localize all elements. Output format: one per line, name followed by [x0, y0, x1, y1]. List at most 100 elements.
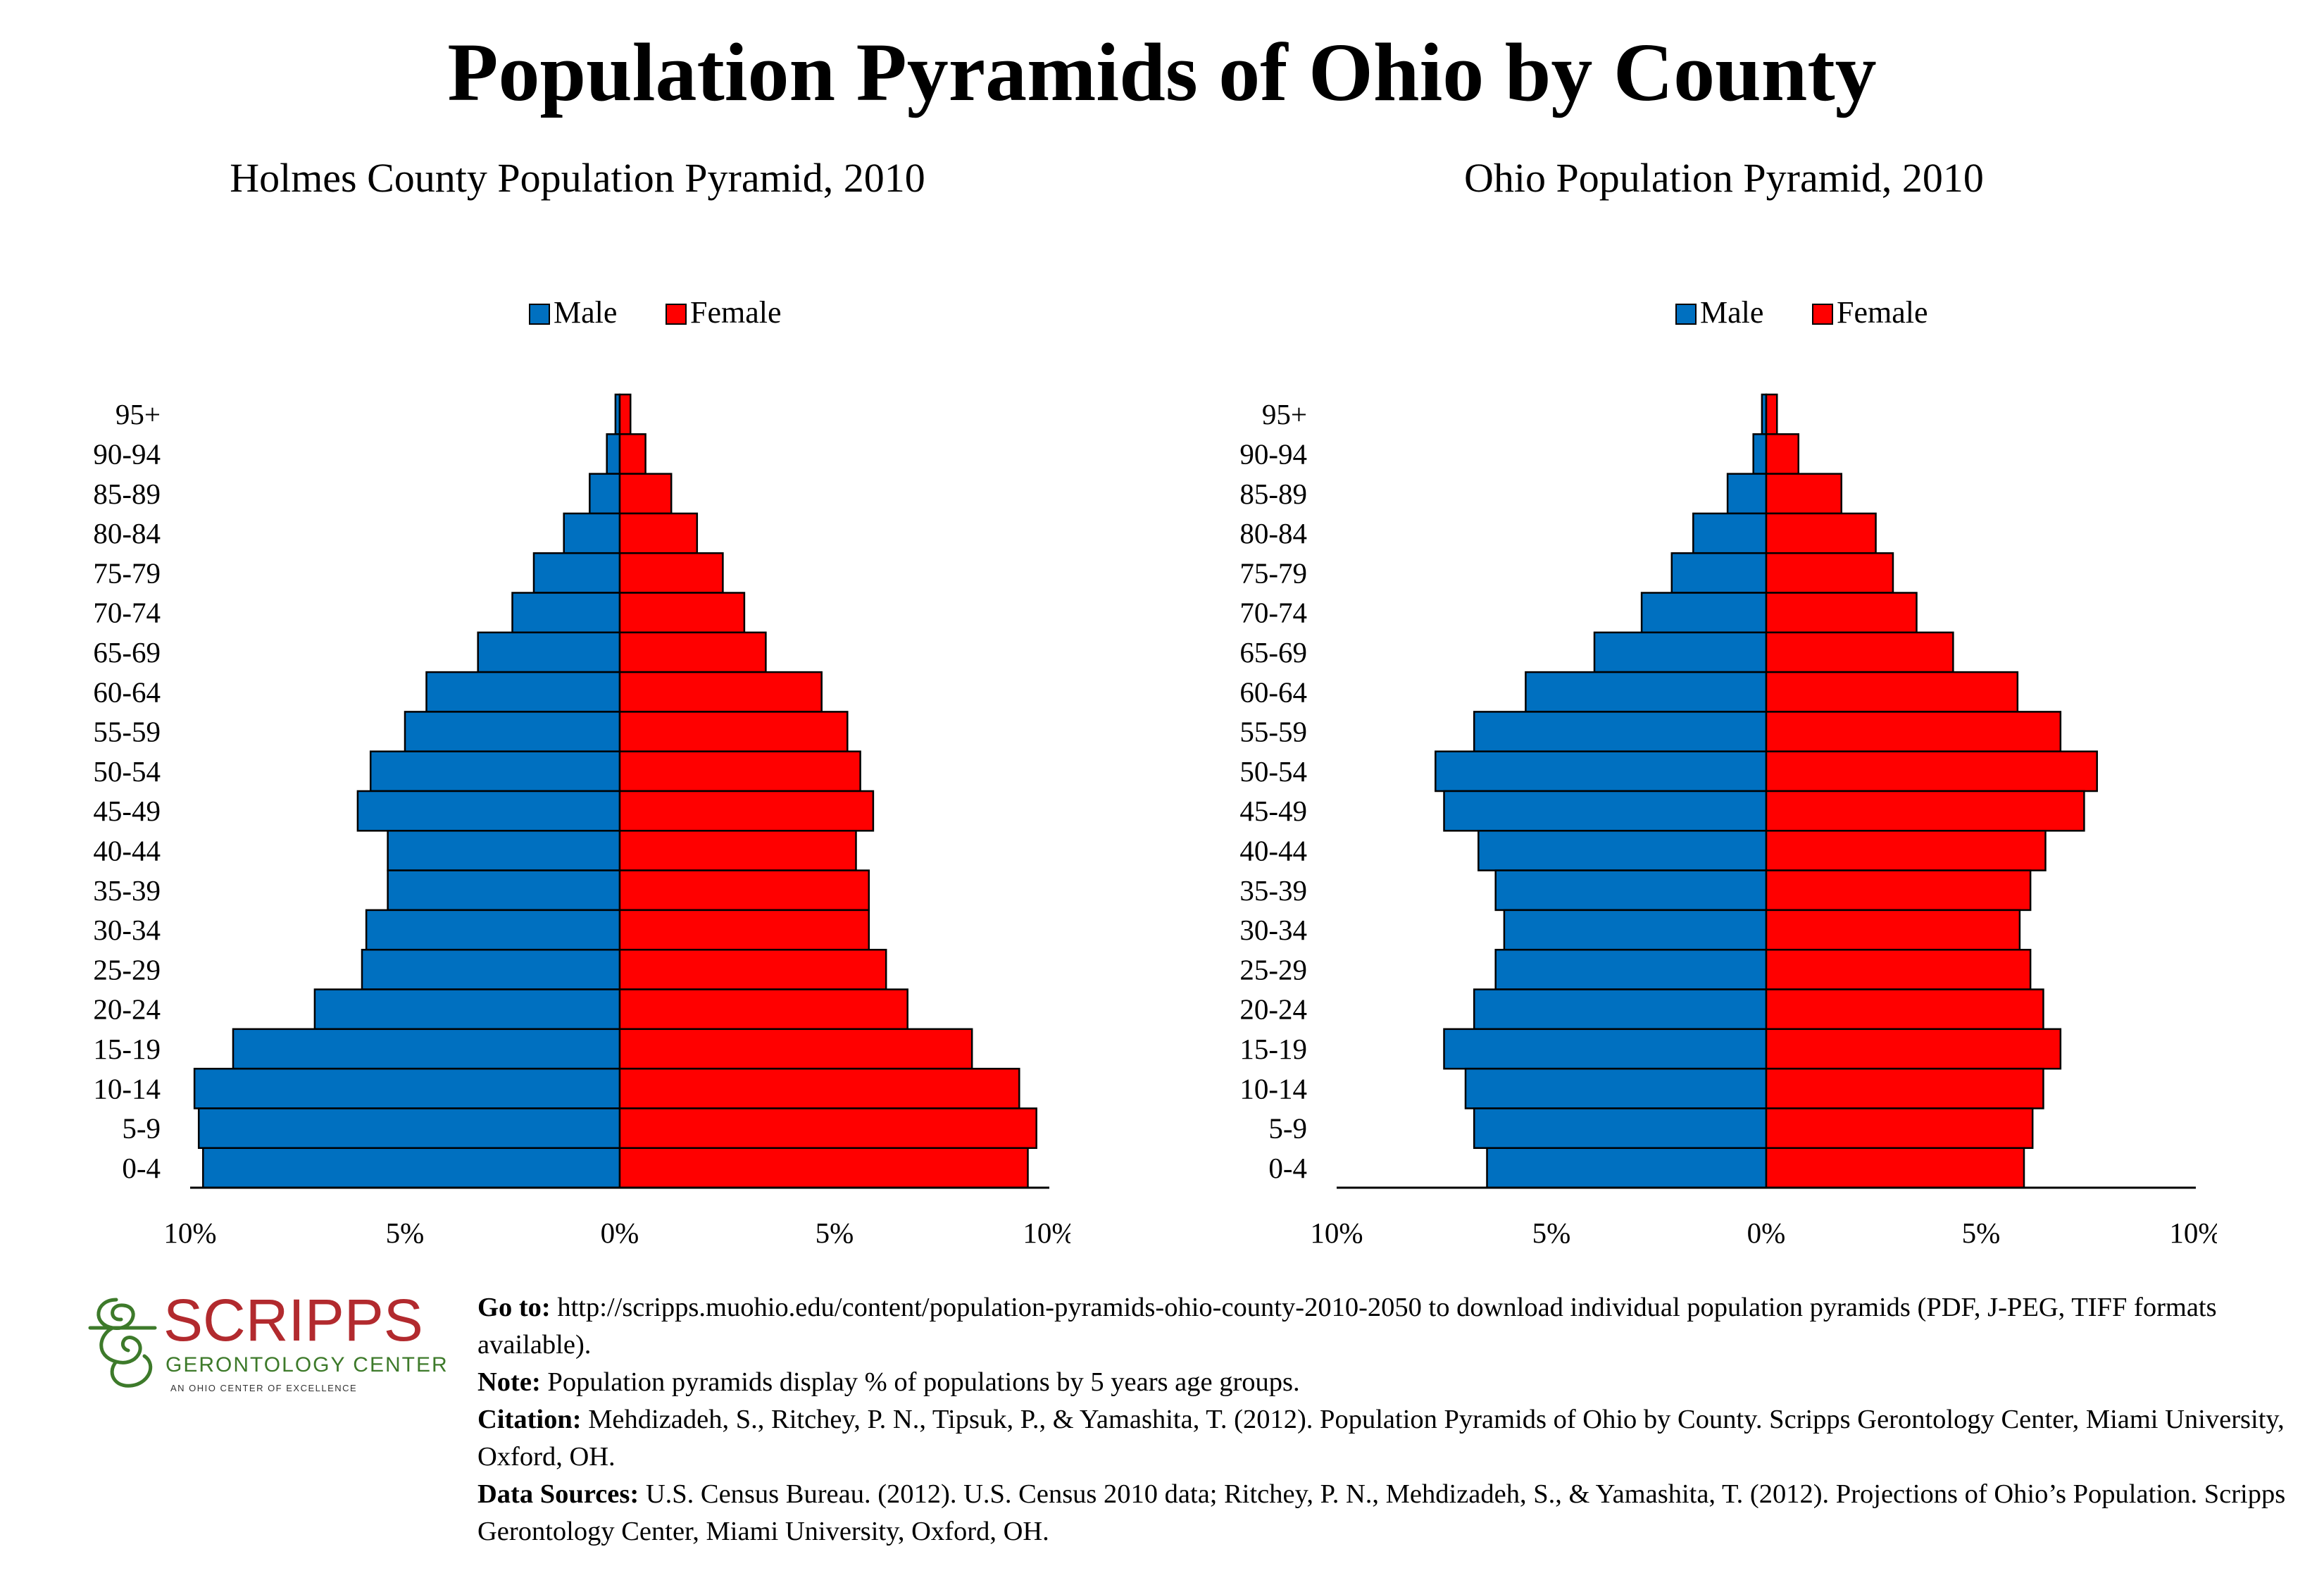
bar-female [1765, 631, 1954, 673]
bar-male [232, 1028, 621, 1070]
goto-line: Go to: http://scripps.muohio.edu/content… [477, 1289, 2301, 1364]
bar-male [606, 433, 621, 475]
bar-female [618, 473, 673, 515]
age-group-label: 50-54 [1239, 755, 1307, 788]
bar-female [618, 592, 746, 634]
bar-female [618, 393, 632, 435]
bar-male [1478, 830, 1768, 871]
x-tick-label: 0% [1747, 1217, 1786, 1249]
bar-female [618, 1147, 1029, 1189]
bar-male [511, 592, 621, 634]
footer-notes: Go to: http://scripps.muohio.edu/content… [477, 1289, 2301, 1550]
age-group-label: 60-64 [93, 676, 161, 708]
swirl-icon [88, 1298, 157, 1388]
bar-male [425, 671, 621, 713]
age-group-label: 80-84 [1239, 517, 1307, 549]
bar-male [1494, 869, 1768, 912]
age-group-label: 5-9 [1268, 1112, 1307, 1145]
bar-female [1765, 592, 1918, 634]
bar-female [618, 1067, 1020, 1110]
bar-female [618, 790, 875, 832]
bar-male [1443, 790, 1768, 832]
bar-female [1765, 433, 1799, 475]
goto-label: Go to: [477, 1293, 551, 1322]
bar-female [618, 631, 767, 673]
bar-male [563, 512, 621, 554]
bar-female [1765, 988, 2044, 1031]
bar-male [387, 830, 621, 871]
age-group-label: 40-44 [1239, 834, 1307, 866]
goto-text: http://scripps.muohio.edu/content/popula… [477, 1293, 2217, 1360]
footer: SCRIPPS GERONTOLOGY CENTER AN OHIO CENTE… [85, 1286, 2310, 1567]
bar-female [1765, 671, 2019, 713]
age-group-label: 5-9 [122, 1112, 161, 1145]
legend-male-label: Male [554, 295, 617, 330]
bar-female [1765, 1147, 2025, 1189]
age-group-label: 45-49 [93, 795, 161, 827]
bar-female [618, 671, 823, 713]
age-group-label: 20-24 [93, 993, 161, 1026]
legend-male-swatch [1675, 304, 1697, 325]
sources-line: Data Sources: U.S. Census Bureau. (2012)… [477, 1476, 2301, 1550]
bar-female [1765, 869, 2032, 912]
bar-female [618, 1028, 973, 1070]
legend-male-label: Male [1700, 295, 1763, 330]
bar-male [1692, 512, 1768, 554]
bar-male [369, 750, 621, 792]
age-group-label: 35-39 [1239, 874, 1307, 907]
citation-label: Citation: [477, 1405, 582, 1434]
age-group-label: 95+ [115, 398, 161, 430]
age-group-label: 80-84 [93, 517, 161, 549]
bar-male [532, 552, 621, 594]
bar-male [1435, 750, 1768, 792]
x-tick-label: 10% [1310, 1217, 1363, 1249]
bar-male [1525, 671, 1768, 713]
x-tick-label: 10% [1023, 1217, 1070, 1249]
bar-male [1752, 433, 1768, 475]
ohio-pyramid-chart: Ohio Population Pyramid, 2010 Male Female 9… [1231, 141, 2217, 1268]
bar-female [1765, 750, 2098, 792]
bar-male [1726, 473, 1768, 515]
bar-female [1765, 948, 2032, 990]
age-group-label: 10-14 [1239, 1072, 1307, 1105]
chart-title: Holmes County Population Pyramid, 2010 [230, 155, 925, 201]
bar-female [1765, 711, 2062, 752]
bar-female [618, 750, 861, 792]
x-tick-label: 5% [386, 1217, 425, 1249]
age-group-label: 85-89 [1239, 478, 1307, 510]
age-group-label: 55-59 [93, 716, 161, 748]
holmes-county-pyramid-chart: Holmes County Population Pyramid, 2010 Ma… [85, 141, 1070, 1268]
age-group-label: 25-29 [1239, 953, 1307, 986]
bar-female [1765, 830, 2047, 871]
bar-female [1765, 790, 2085, 832]
x-tick-label: 5% [1962, 1217, 2001, 1249]
chart-title: Ohio Population Pyramid, 2010 [1464, 155, 1984, 201]
age-group-label: 75-79 [1239, 557, 1307, 589]
x-tick-label: 5% [1532, 1217, 1571, 1249]
logo-subtitle: GERONTOLOGY CENTER [165, 1353, 449, 1376]
age-group-label: 90-94 [1239, 437, 1307, 470]
logo-name: SCRIPPS [163, 1287, 423, 1353]
citation-text: Mehdizadeh, S., Ritchey, P. N., Tipsuk, … [477, 1405, 2285, 1472]
bar-male [404, 711, 621, 752]
bar-male [1473, 988, 1768, 1031]
bar-female [1765, 1067, 2044, 1110]
bar-female [618, 433, 646, 475]
bar-female [618, 988, 908, 1031]
logo-tagline: AN OHIO CENTER OF EXCELLENCE [170, 1383, 357, 1393]
bar-male [313, 988, 621, 1031]
sources-label: Data Sources: [477, 1479, 639, 1509]
age-group-label: 30-34 [1239, 914, 1307, 946]
bar-female [618, 711, 849, 752]
note-line: Note: Population pyramids display % of p… [477, 1364, 2301, 1401]
bar-male [1486, 1147, 1768, 1189]
bar-male [365, 909, 621, 951]
bar-female [618, 830, 857, 871]
legend-female-label: Female [1837, 295, 1928, 330]
bar-male [202, 1147, 621, 1189]
bar-female [1765, 1028, 2062, 1070]
bar-female [618, 1107, 1037, 1149]
bar-female [1765, 552, 1894, 594]
bar-female [1765, 1107, 2034, 1149]
bar-female [618, 948, 887, 990]
